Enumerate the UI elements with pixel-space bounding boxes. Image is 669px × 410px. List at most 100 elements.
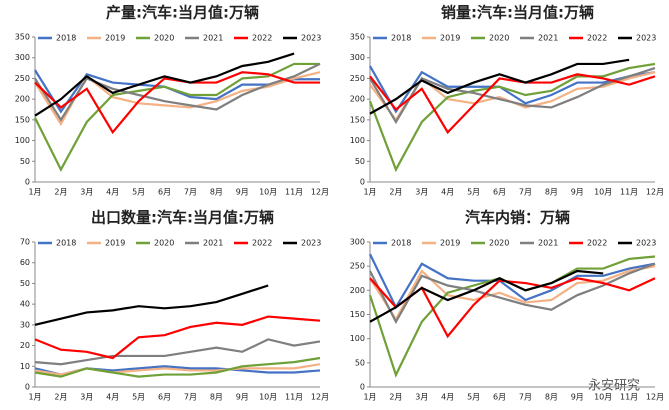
x-tick-label: 7月 bbox=[519, 188, 532, 197]
legend-label: 2018 bbox=[391, 34, 411, 43]
y-tick-label: 10 bbox=[20, 362, 30, 371]
x-tick-label: 8月 bbox=[545, 188, 558, 197]
chart-panel: 出口数量:汽车:当月值:万辆 0 10 20 30 40 50 60 70 1月 2月 3月 4月 5月 6… bbox=[20, 209, 329, 402]
legend-label: 2023 bbox=[301, 34, 321, 43]
x-tick-label: 3月 bbox=[80, 393, 93, 402]
y-tick-label: 40 bbox=[20, 300, 30, 309]
series-line bbox=[34, 356, 321, 378]
y-tick-label: 250 bbox=[350, 74, 365, 83]
x-tick-label: 12月 bbox=[311, 188, 329, 197]
y-tick-label: 150 bbox=[15, 115, 30, 124]
y-tick-label: 0 bbox=[360, 383, 365, 392]
watermark: 永安研究 bbox=[588, 379, 640, 394]
x-tick-label: 10月 bbox=[259, 188, 277, 197]
x-tick-label: 5月 bbox=[132, 393, 145, 402]
series-line bbox=[34, 52, 295, 117]
legend-label: 2022 bbox=[587, 34, 607, 43]
x-tick-label: 8月 bbox=[545, 393, 558, 402]
x-tick-label: 1月 bbox=[28, 393, 41, 402]
x-tick-label: 1月 bbox=[363, 393, 376, 402]
chart-title: 汽车内销：万辆 bbox=[465, 209, 570, 227]
y-tick-label: 20 bbox=[20, 341, 30, 350]
series-line bbox=[368, 62, 656, 173]
x-tick-label: 5月 bbox=[132, 188, 145, 197]
x-tick-label: 1月 bbox=[28, 188, 41, 197]
chart-title: 产量:汽车:当月值:万辆 bbox=[106, 4, 259, 22]
series-line bbox=[369, 73, 656, 135]
x-tick-label: 5月 bbox=[467, 393, 480, 402]
x-tick-label: 8月 bbox=[210, 188, 223, 197]
legend-label: 2022 bbox=[252, 34, 272, 43]
series-line bbox=[369, 265, 656, 322]
legend-label: 2019 bbox=[440, 239, 460, 248]
x-tick-label: 4月 bbox=[441, 393, 454, 402]
legend-label: 2018 bbox=[56, 239, 76, 248]
x-tick-label: 11月 bbox=[285, 188, 303, 197]
x-tick-label: 7月 bbox=[184, 393, 197, 402]
legend-label: 2019 bbox=[440, 34, 460, 43]
x-tick-label: 12月 bbox=[646, 393, 664, 402]
x-tick-label: 9月 bbox=[571, 188, 584, 197]
x-tick-label: 2月 bbox=[389, 393, 402, 402]
y-tick-label: 200 bbox=[350, 95, 365, 104]
x-tick-label: 3月 bbox=[80, 188, 93, 197]
series-line bbox=[369, 65, 656, 114]
x-tick-label: 6月 bbox=[158, 188, 171, 197]
x-tick-label: 10月 bbox=[594, 188, 612, 197]
y-tick-label: 100 bbox=[350, 334, 365, 343]
series-line bbox=[369, 269, 604, 323]
chart-panel: 汽车内销：万辆 0 50 100 150 200 250 300 1月 2月 3月 4月 5月 6月 7月 8… bbox=[350, 209, 664, 402]
x-tick-label: 4月 bbox=[106, 188, 119, 197]
y-tick-label: 50 bbox=[355, 157, 365, 166]
y-tick-label: 100 bbox=[15, 136, 30, 145]
legend-label: 2021 bbox=[203, 239, 223, 248]
x-tick-label: 7月 bbox=[184, 188, 197, 197]
x-tick-label: 9月 bbox=[236, 393, 249, 402]
legend-label: 2021 bbox=[203, 34, 223, 43]
x-tick-label: 2月 bbox=[54, 188, 67, 197]
y-tick-label: 350 bbox=[350, 33, 365, 42]
legend-label: 2022 bbox=[587, 239, 607, 248]
y-tick-label: 150 bbox=[350, 115, 365, 124]
y-tick-label: 0 bbox=[25, 383, 30, 392]
legend-label: 2021 bbox=[538, 34, 558, 43]
y-tick-label: 50 bbox=[20, 157, 30, 166]
x-tick-label: 10月 bbox=[594, 393, 612, 402]
chart-panel: 产量:汽车:当月值:万辆 0 50 100 150 200 250 300 350 1月 2月 3月 4… bbox=[15, 4, 329, 197]
y-tick-label: 200 bbox=[350, 286, 365, 295]
y-tick-label: 150 bbox=[350, 310, 365, 319]
y-tick-label: 50 bbox=[20, 279, 30, 288]
x-tick-label: 6月 bbox=[158, 393, 171, 402]
legend-label: 2021 bbox=[538, 239, 558, 248]
x-tick-label: 1月 bbox=[363, 188, 376, 197]
x-tick-label: 2月 bbox=[389, 188, 402, 197]
legend-label: 2020 bbox=[154, 34, 174, 43]
chart-title: 销量:汽车:当月值:万辆 bbox=[441, 4, 594, 22]
y-tick-label: 350 bbox=[15, 33, 30, 42]
legend-label: 2022 bbox=[252, 239, 272, 248]
legend-label: 2019 bbox=[105, 239, 125, 248]
legend-label: 2023 bbox=[636, 239, 656, 248]
x-tick-label: 10月 bbox=[259, 393, 277, 402]
legend-label: 2020 bbox=[489, 239, 509, 248]
y-tick-label: 300 bbox=[15, 53, 30, 62]
x-tick-label: 11月 bbox=[620, 188, 638, 197]
x-tick-label: 11月 bbox=[620, 393, 638, 402]
legend-label: 2020 bbox=[489, 34, 509, 43]
x-tick-label: 12月 bbox=[311, 393, 329, 402]
x-tick-label: 6月 bbox=[493, 393, 506, 402]
x-tick-label: 2月 bbox=[54, 393, 67, 402]
legend-label: 2018 bbox=[391, 239, 411, 248]
y-tick-label: 300 bbox=[350, 238, 365, 247]
y-tick-label: 200 bbox=[15, 95, 30, 104]
x-tick-label: 8月 bbox=[210, 393, 223, 402]
x-tick-label: 3月 bbox=[415, 188, 428, 197]
legend-label: 2018 bbox=[56, 34, 76, 43]
legend-label: 2020 bbox=[154, 239, 174, 248]
x-tick-label: 9月 bbox=[571, 393, 584, 402]
x-tick-label: 7月 bbox=[519, 393, 532, 402]
y-tick-label: 30 bbox=[20, 320, 30, 329]
y-tick-label: 250 bbox=[15, 74, 30, 83]
legend-label: 2019 bbox=[105, 34, 125, 43]
